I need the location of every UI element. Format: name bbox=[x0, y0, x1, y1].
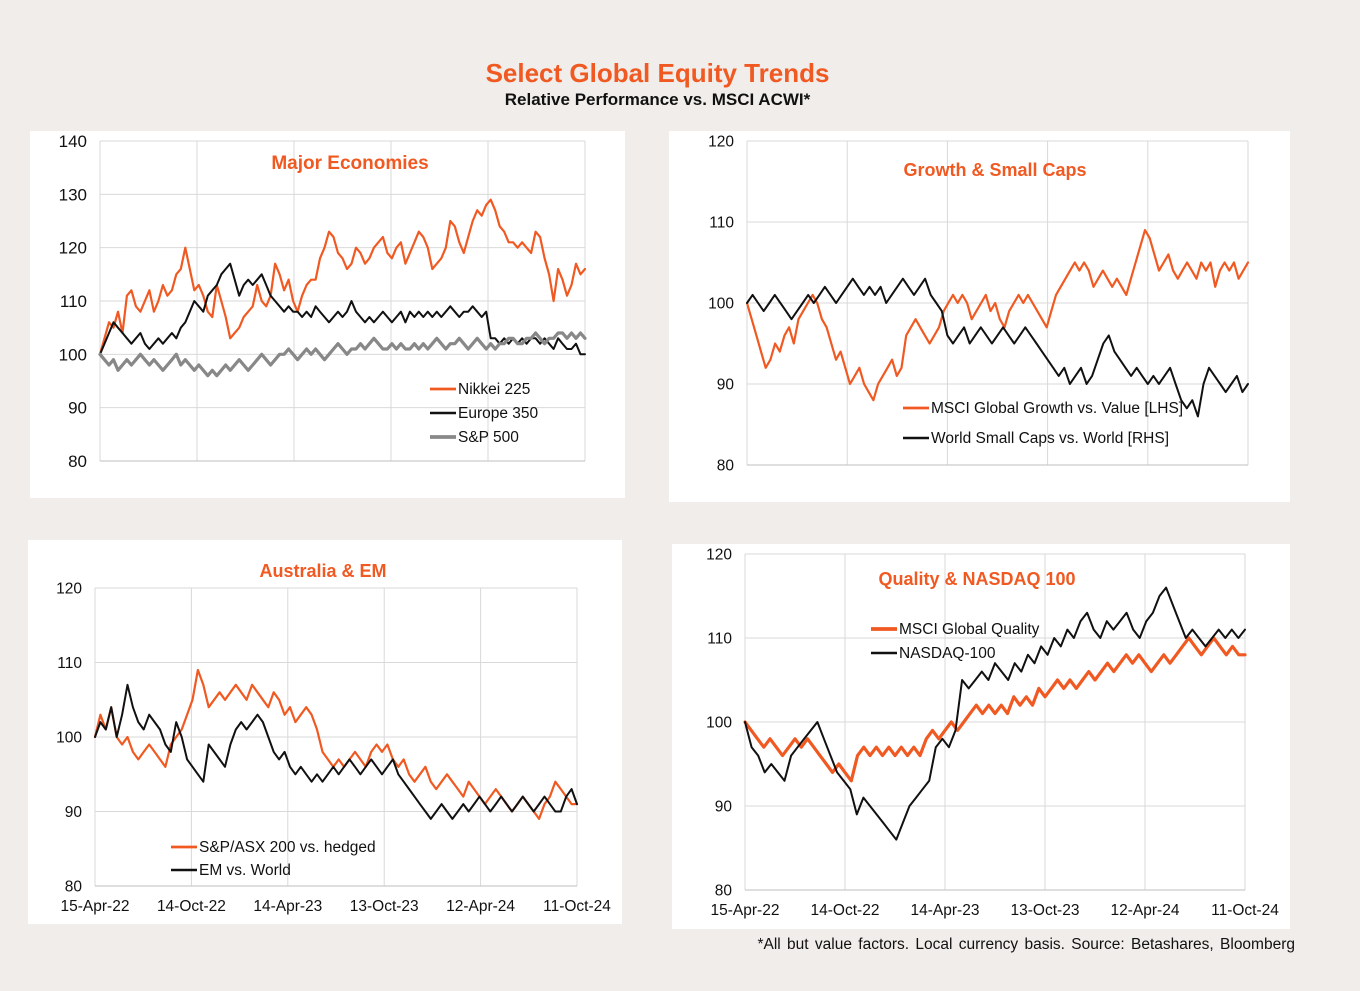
y-tick-label: 120 bbox=[706, 546, 732, 563]
series-line-msci-global-quality bbox=[743, 636, 1247, 783]
chart-growth-small-caps: 80 90 100 110 120 Growth & Small Caps MSCI Glo… bbox=[708, 133, 1250, 474]
x-tick-label: 14-Apr-23 bbox=[253, 898, 322, 915]
x-tick-label: 14-Apr-23 bbox=[911, 902, 980, 919]
y-tick-label: 120 bbox=[56, 580, 82, 597]
main-title: Select Global Equity Trends bbox=[485, 58, 830, 88]
x-tick-label: 14-Oct-22 bbox=[811, 902, 880, 919]
legend-label: MSCI Global Quality bbox=[899, 621, 1040, 638]
y-tick-label: 100 bbox=[708, 295, 734, 312]
chart-title: Quality & NASDAQ 100 bbox=[878, 569, 1075, 589]
y-tick-label: 110 bbox=[57, 655, 82, 672]
x-tick-label: 12-Apr-24 bbox=[446, 898, 515, 915]
footnote: *All but value factors. Local currency b… bbox=[757, 936, 1295, 953]
y-tick-label: 90 bbox=[717, 376, 735, 393]
chart-australia-em: 80 90 100 110 120 15-Apr-22 14-Oct-22 14-Apr-23… bbox=[56, 561, 611, 915]
y-tick-label: 100 bbox=[706, 714, 732, 731]
legend-label: Nikkei 225 bbox=[458, 381, 530, 398]
y-tick-label: 100 bbox=[59, 345, 87, 364]
y-tick-label: 90 bbox=[68, 399, 87, 418]
legend-label: S&P/ASX 200 vs. hedged bbox=[199, 839, 376, 856]
y-tick-label: 80 bbox=[65, 878, 83, 895]
series-line-world-small-caps-vs-world-rhs bbox=[746, 277, 1249, 418]
x-tick-label: 13-Oct-23 bbox=[1011, 902, 1080, 919]
chart-title: Major Economies bbox=[271, 153, 428, 174]
legend-label: World Small Caps vs. World [RHS] bbox=[931, 430, 1169, 447]
series-line-nikkei-225 bbox=[98, 198, 587, 356]
chart-quality-nasdaq: 80 90 100 110 120 15-Apr-22 14-Oct-22 14-Apr-23… bbox=[706, 546, 1279, 919]
series-line-europe-350 bbox=[99, 262, 586, 356]
y-tick-label: 80 bbox=[717, 457, 735, 474]
y-tick-label: 80 bbox=[68, 452, 87, 471]
panel-australia-em: 80 90 100 110 120 15-Apr-22 14-Oct-22 14-Apr-23… bbox=[28, 540, 622, 924]
legend-label: NASDAQ-100 bbox=[899, 645, 996, 662]
main-subtitle: Relative Performance vs. MSCI ACWI* bbox=[504, 90, 811, 109]
chart-title: Australia & EM bbox=[259, 561, 386, 581]
chart-title: Growth & Small Caps bbox=[903, 160, 1086, 180]
panel-major-economies: 80 90 100 110 120 130 140 Major Economies Nikkei… bbox=[30, 131, 625, 498]
y-tick-label: 110 bbox=[60, 292, 87, 311]
x-tick-label: 15-Apr-22 bbox=[61, 898, 130, 915]
x-tick-label: 12-Apr-24 bbox=[1111, 902, 1180, 919]
series-line-s-p-asx-200-vs-hedged bbox=[93, 668, 579, 820]
series-line-nasdaq-100 bbox=[744, 586, 1246, 841]
x-tick-label: 13-Oct-23 bbox=[350, 898, 419, 915]
x-tick-label: 14-Oct-22 bbox=[157, 898, 226, 915]
series-line-s-p-500 bbox=[98, 331, 587, 378]
y-tick-label: 90 bbox=[65, 804, 83, 821]
x-tick-label: 11-Oct-24 bbox=[543, 898, 611, 915]
y-tick-label: 140 bbox=[59, 132, 87, 151]
legend-label: Europe 350 bbox=[458, 405, 539, 422]
x-tick-label: 15-Apr-22 bbox=[711, 902, 780, 919]
y-tick-label: 130 bbox=[59, 185, 87, 204]
legend-label: MSCI Global Growth vs. Value [LHS] bbox=[931, 400, 1183, 417]
y-tick-label: 110 bbox=[709, 214, 734, 231]
y-tick-label: 110 bbox=[707, 630, 732, 647]
series-line-msci-global-growth-vs-value-lhs bbox=[745, 228, 1250, 402]
panel-quality-nasdaq: 80 90 100 110 120 15-Apr-22 14-Oct-22 14-Apr-23… bbox=[672, 544, 1290, 929]
chart-major-economies: 80 90 100 110 120 130 140 Major Economies Nikkei… bbox=[59, 132, 587, 471]
y-tick-label: 120 bbox=[708, 133, 734, 150]
series-line-em-vs-world bbox=[94, 683, 578, 820]
y-tick-label: 90 bbox=[715, 798, 733, 815]
legend-label: EM vs. World bbox=[199, 862, 291, 879]
legend-label: S&P 500 bbox=[458, 429, 519, 446]
y-tick-label: 120 bbox=[59, 239, 87, 258]
y-tick-label: 80 bbox=[715, 882, 733, 899]
y-tick-label: 100 bbox=[56, 729, 82, 746]
panel-growth-small-caps: 80 90 100 110 120 Growth & Small Caps MSCI Glo… bbox=[669, 131, 1290, 502]
x-tick-label: 11-Oct-24 bbox=[1211, 902, 1279, 919]
